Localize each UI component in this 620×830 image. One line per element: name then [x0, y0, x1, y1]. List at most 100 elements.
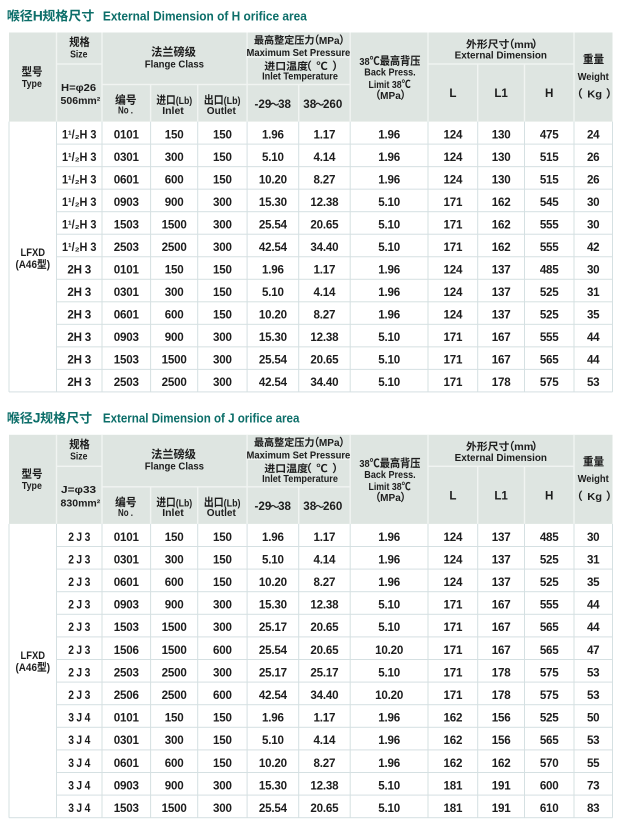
svg-text:MPa: MPa [380, 493, 401, 504]
svg-text:610: 610 [540, 802, 559, 815]
svg-text:53: 53 [587, 734, 600, 747]
svg-text:515: 515 [540, 151, 559, 164]
svg-text:4.14: 4.14 [314, 553, 337, 566]
svg-text:124: 124 [444, 151, 463, 164]
svg-text:1.17: 1.17 [314, 531, 336, 544]
svg-text:24: 24 [587, 129, 600, 142]
svg-text:5.10: 5.10 [262, 151, 284, 164]
svg-text:34.40: 34.40 [310, 689, 338, 702]
svg-text:1.17: 1.17 [314, 264, 336, 277]
svg-text:1.96: 1.96 [378, 309, 401, 322]
svg-text:300: 300 [213, 331, 232, 344]
svg-text:171: 171 [444, 599, 463, 612]
svg-text:137: 137 [492, 576, 511, 589]
svg-text:0301: 0301 [114, 151, 140, 164]
svg-text:130: 130 [492, 151, 511, 164]
svg-text:5.10: 5.10 [378, 376, 400, 389]
svg-text:73: 73 [587, 779, 600, 792]
svg-text:300: 300 [213, 802, 232, 815]
svg-text:1.96: 1.96 [262, 129, 285, 142]
svg-text:15.30: 15.30 [259, 599, 287, 612]
svg-text:(A46: (A46 [15, 259, 37, 272]
svg-text:515: 515 [540, 174, 559, 187]
svg-text:35: 35 [587, 576, 600, 589]
svg-text:25.54: 25.54 [259, 802, 288, 815]
svg-text:External Dimension: External Dimension [455, 50, 547, 62]
svg-text:Kg: Kg [587, 89, 602, 101]
svg-text:Size: Size [70, 451, 87, 463]
svg-text:30: 30 [587, 196, 600, 209]
svg-text:30: 30 [587, 219, 600, 232]
svg-text:525: 525 [540, 712, 559, 725]
svg-text:1503: 1503 [114, 621, 140, 634]
svg-text:55: 55 [587, 757, 600, 770]
svg-text:0601: 0601 [114, 757, 140, 770]
svg-text:171: 171 [444, 666, 463, 679]
svg-text:Type: Type [22, 480, 42, 492]
svg-text:L1: L1 [494, 489, 508, 502]
svg-text:137: 137 [492, 553, 511, 566]
svg-text:5.10: 5.10 [378, 354, 400, 367]
svg-text:53: 53 [587, 666, 600, 679]
svg-text:12.38: 12.38 [310, 196, 339, 209]
svg-text:LFXD: LFXD [21, 247, 46, 259]
svg-text:162: 162 [444, 757, 463, 770]
svg-text:525: 525 [540, 576, 559, 589]
svg-text:150: 150 [165, 264, 184, 277]
svg-text:-29: -29 [255, 500, 272, 513]
svg-text:15.30: 15.30 [259, 331, 287, 344]
svg-text:4.14: 4.14 [314, 286, 337, 299]
svg-text:0101: 0101 [114, 531, 140, 544]
svg-text:181: 181 [444, 779, 463, 792]
svg-text:Limit 38: Limit 38 [368, 482, 402, 494]
svg-text:5.10: 5.10 [378, 779, 400, 792]
svg-text:38: 38 [359, 56, 370, 68]
svg-text:mm: mm [514, 39, 533, 51]
svg-text:130: 130 [492, 174, 511, 187]
svg-text:150: 150 [213, 576, 232, 589]
svg-text:181: 181 [444, 802, 463, 815]
svg-text:35: 35 [587, 309, 600, 322]
svg-text:565: 565 [540, 644, 559, 657]
svg-text:Size: Size [70, 48, 87, 60]
svg-text:124: 124 [444, 129, 463, 142]
svg-text:0601: 0601 [114, 174, 140, 187]
svg-text:H: H [545, 489, 553, 502]
svg-text:1.96: 1.96 [378, 712, 401, 725]
svg-text:44: 44 [587, 599, 600, 612]
svg-text:900: 900 [165, 599, 184, 612]
svg-text:2H 3: 2H 3 [67, 264, 91, 277]
svg-text:53: 53 [587, 689, 600, 702]
svg-text:2 J 3: 2 J 3 [68, 576, 91, 589]
svg-text:555: 555 [540, 599, 559, 612]
svg-text:0903: 0903 [114, 779, 140, 792]
svg-text:10.20: 10.20 [259, 757, 287, 770]
svg-text:150: 150 [213, 531, 232, 544]
svg-text:162: 162 [444, 734, 463, 747]
svg-text:2 J 3: 2 J 3 [68, 531, 91, 544]
svg-text:Back Press.: Back Press. [364, 469, 415, 481]
svg-text:600: 600 [165, 174, 184, 187]
svg-text:2H 3: 2H 3 [67, 286, 91, 299]
svg-text:1.96: 1.96 [378, 174, 401, 187]
svg-text:0601: 0601 [114, 309, 140, 322]
svg-text:44: 44 [587, 331, 600, 344]
svg-text:Back Press.: Back Press. [364, 67, 415, 79]
svg-text:1¹/₂H 3: 1¹/₂H 3 [62, 219, 97, 231]
svg-text:171: 171 [444, 219, 463, 232]
svg-text:525: 525 [540, 309, 559, 322]
svg-text:Outlet: Outlet [207, 507, 236, 519]
svg-text:600: 600 [165, 757, 184, 770]
svg-text:38: 38 [303, 98, 316, 111]
svg-text:83: 83 [587, 802, 600, 815]
svg-text:575: 575 [540, 666, 559, 679]
svg-text:Inlet: Inlet [162, 507, 184, 519]
svg-text:5.10: 5.10 [378, 621, 400, 634]
svg-text:26: 26 [587, 174, 600, 187]
svg-text:570: 570 [540, 757, 559, 770]
svg-text:0903: 0903 [114, 196, 140, 209]
svg-text:191: 191 [492, 779, 511, 792]
svg-text:Type: Type [22, 78, 42, 90]
svg-text:10.20: 10.20 [259, 309, 287, 322]
svg-text:42: 42 [587, 241, 600, 254]
